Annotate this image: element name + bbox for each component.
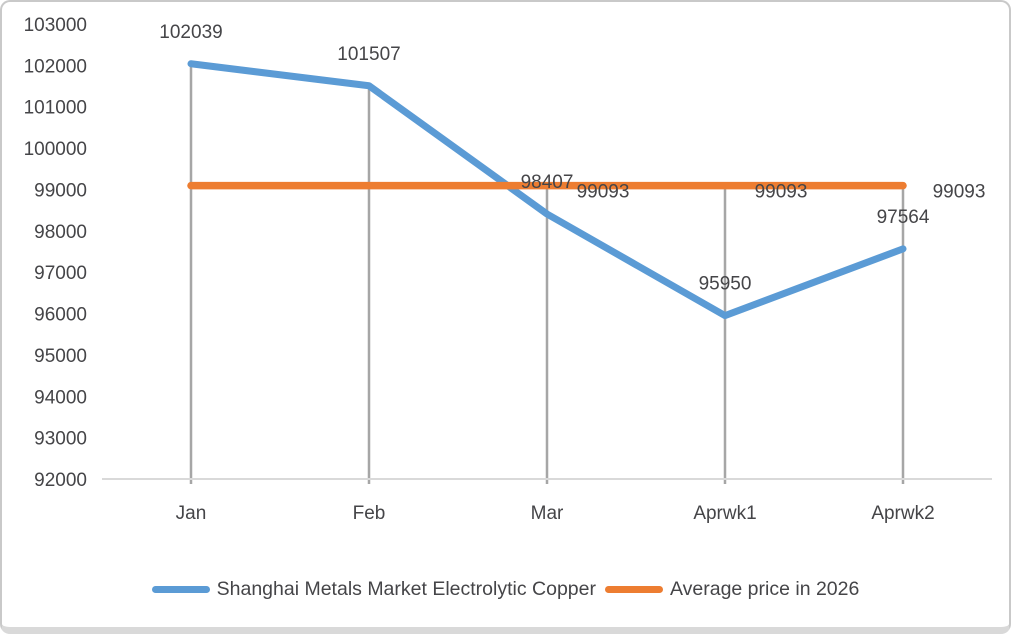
data-label: 102039 bbox=[159, 22, 222, 43]
y-axis-tick-label: 101000 bbox=[24, 98, 87, 119]
data-label: 98407 bbox=[521, 172, 574, 193]
legend-label-average: Average price in 2026 bbox=[669, 578, 860, 600]
x-axis-category-label: Aprwk1 bbox=[693, 503, 756, 524]
data-label: 101507 bbox=[337, 44, 400, 65]
y-axis-tick-label: 103000 bbox=[24, 15, 87, 36]
y-axis-tick-label: 102000 bbox=[24, 56, 87, 77]
data-label: 95950 bbox=[699, 274, 752, 295]
data-label: 97564 bbox=[877, 207, 930, 228]
y-axis-tick-label: 94000 bbox=[34, 387, 87, 408]
legend-line-swatch-blue bbox=[151, 586, 210, 593]
x-axis-category-label: Mar bbox=[531, 503, 564, 524]
y-axis-tick-label: 92000 bbox=[34, 470, 87, 491]
y-axis-tick-label: 98000 bbox=[34, 222, 87, 243]
legend-item-average: Average price in 2026 bbox=[604, 578, 860, 601]
line-chart-plot-area: 103000 102000 101000 100000 99000 98000 97000 9… bbox=[24, 15, 992, 524]
data-label: 99093 bbox=[755, 182, 808, 203]
y-axis-tick-label: 96000 bbox=[34, 305, 87, 326]
x-axis-category-label: Jan bbox=[176, 503, 207, 524]
data-label: 99093 bbox=[577, 182, 630, 203]
copper-series-line bbox=[187, 60, 907, 320]
chart-legend: Shanghai Metals Market Electrolytic Copp… bbox=[2, 578, 1009, 601]
legend-item-copper: Shanghai Metals Market Electrolytic Copp… bbox=[151, 578, 596, 601]
y-axis-tick-label: 99000 bbox=[34, 180, 87, 201]
legend-line-swatch-orange bbox=[604, 586, 663, 593]
x-axis-category-label: Aprwk2 bbox=[871, 503, 934, 524]
y-axis-tick-label: 95000 bbox=[34, 346, 87, 367]
x-axis-category-label: Feb bbox=[353, 503, 386, 524]
data-label: 99093 bbox=[933, 182, 986, 203]
y-axis-tick-label: 97000 bbox=[34, 263, 87, 284]
y-axis-tick-label: 93000 bbox=[34, 429, 87, 450]
y-axis-tick-label: 100000 bbox=[24, 139, 87, 160]
legend-label-copper: Shanghai Metals Market Electrolytic Copp… bbox=[216, 578, 596, 600]
